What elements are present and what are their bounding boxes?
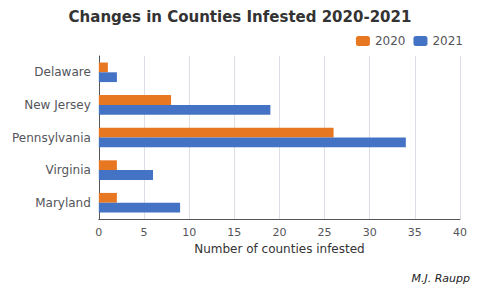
svg-text:Number of counties infested: Number of counties infested <box>194 242 365 256</box>
svg-text:Virginia: Virginia <box>46 163 91 177</box>
svg-text:15: 15 <box>227 226 241 239</box>
svg-text:2021: 2021 <box>432 34 463 48</box>
svg-text:10: 10 <box>182 226 196 239</box>
svg-text:Maryland: Maryland <box>35 196 91 210</box>
svg-text:0: 0 <box>95 226 102 239</box>
svg-text:Pennsylvania: Pennsylvania <box>12 131 91 145</box>
svg-text:Delaware: Delaware <box>34 65 91 79</box>
svg-text:25: 25 <box>318 226 332 239</box>
svg-text:20: 20 <box>272 226 286 239</box>
svg-text:5: 5 <box>140 226 147 239</box>
svg-text:Changes in Counties Infested 2: Changes in Counties Infested 2020-2021 <box>69 8 412 26</box>
svg-text:2020: 2020 <box>375 34 406 48</box>
svg-text:M.J. Raupp: M.J. Raupp <box>411 272 470 285</box>
svg-text:35: 35 <box>408 226 422 239</box>
svg-text:New Jersey: New Jersey <box>24 98 91 112</box>
svg-text:30: 30 <box>363 226 377 239</box>
svg-text:40: 40 <box>453 226 467 239</box>
